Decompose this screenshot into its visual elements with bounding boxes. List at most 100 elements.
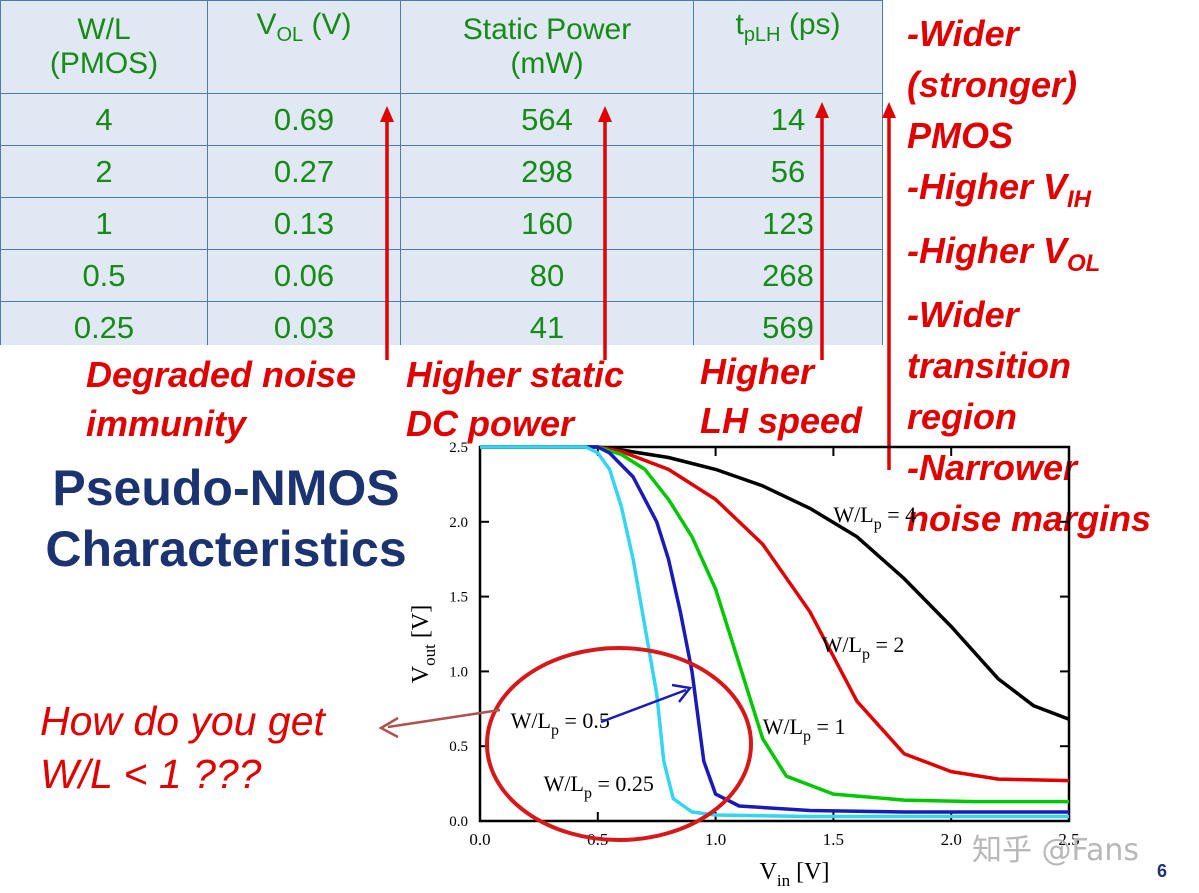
question-pointer-head (378, 716, 399, 739)
header-vol-pre: V (256, 8, 277, 41)
header-static-power: Static Power (mW) (400, 0, 694, 94)
table-cell: 0.06 (207, 249, 401, 302)
header-wl-line1: W/L (77, 13, 131, 46)
circle-highlight (485, 646, 753, 842)
series-line-4 (480, 445, 1069, 819)
title-line1: Pseudo-NMOS (52, 460, 400, 516)
x-tick-label: 1.0 (705, 830, 726, 849)
x-tick-label: 0.0 (469, 830, 490, 849)
table-row: 4 0.69 564 14 (0, 93, 883, 146)
table-cell: 160 (400, 197, 694, 250)
side-notes: -Wider (stronger) PMOS -Higher VIH -High… (907, 8, 1151, 544)
series-line-0 (480, 445, 1070, 721)
watermark: 知乎 @Fans (972, 833, 1140, 868)
series-line-1 (480, 445, 1070, 783)
page-title: Pseudo-NMOS Characteristics (26, 458, 426, 580)
header-tplh-post: (ps) (780, 8, 841, 41)
table-header-row: W/L (PMOS) VOL (V) Static Power (mW) tpLH … (0, 0, 883, 94)
power-line2: DC power (406, 403, 575, 444)
y-tick-label: 0.0 (449, 814, 468, 830)
series-label-0: W/Lp = 4 (833, 502, 916, 533)
series-label-pre: W/L (544, 771, 584, 796)
table-row: 1 0.13 160 123 (0, 197, 883, 250)
question-pointer (387, 708, 501, 729)
side-trans-3: region (907, 396, 1018, 438)
side-vol-sub: OL (1067, 250, 1101, 278)
table-cell: 80 (400, 249, 694, 302)
series-label-pre: W/L (763, 714, 803, 739)
series-label-post: = 0.25 (592, 771, 654, 796)
series-label-post: = 1 (811, 714, 845, 739)
y-tick-label: 0.5 (449, 739, 468, 755)
series-label-pre: W/L (833, 502, 873, 527)
series-line-3 (480, 445, 1069, 814)
question-line1: How do you get (40, 698, 325, 744)
side-trans-2: transition (907, 345, 1072, 387)
curve-pointer-head (671, 683, 693, 703)
question-line2: W/L < 1 ??? (40, 751, 262, 797)
side-trans-1: -Wider (907, 294, 1019, 336)
y-tick-label: 1.0 (449, 664, 468, 680)
series-label-2: W/Lp = 1 (763, 714, 846, 745)
side-wider-3: PMOS (907, 115, 1014, 156)
y-tick-label: 2.5 (449, 440, 468, 456)
y-tick-label: 2.0 (449, 515, 468, 531)
header-power-line2: (mW) (510, 47, 584, 80)
y-axis-label-unit: [V] (408, 605, 434, 644)
chart-series (480, 445, 1070, 819)
series-label-4: W/Lp = 0.25 (544, 771, 654, 802)
y-axis-label-sub: out (420, 644, 439, 666)
header-vol-post: (V) (303, 8, 352, 41)
x-axis-label-main: V (760, 859, 778, 885)
speed-line1: Higher (700, 351, 815, 392)
series-label-pre: W/L (511, 708, 551, 733)
y-tick-label: 1.5 (449, 590, 468, 606)
table-cell: 268 (693, 249, 883, 302)
series-label-3: W/Lp = 0.5 (511, 708, 610, 739)
chart-axes: 0.0 0.5 1.0 1.5 2.0 2.50.00.51.01.52.02.5Vin … (408, 440, 1080, 890)
table-cell: 298 (400, 145, 694, 198)
series-label-post: = 2 (870, 632, 904, 657)
characteristics-table: W/L (PMOS) VOL (V) Static Power (mW) tpLH … (0, 0, 883, 354)
table-cell: 564 (400, 93, 694, 146)
x-tick-label: 2.5 (1058, 830, 1079, 849)
arrow-side-head (882, 102, 896, 118)
series-line-2 (480, 445, 1069, 804)
arrow-power-head (598, 106, 612, 122)
plot-frame (478, 445, 1071, 823)
power-line1: Higher static (406, 354, 625, 395)
arrow-speed-head (815, 102, 829, 118)
table-cell: 4 (0, 93, 208, 146)
series-label-sub: p (862, 646, 870, 663)
series-label-sub: p (584, 785, 592, 802)
x-axis-label-sub: in (777, 871, 791, 890)
header-tplh-sub: pLH (743, 24, 781, 46)
arrow-noise-head (380, 106, 394, 122)
table-cell: 14 (693, 93, 883, 146)
title-line2: Characteristics (45, 521, 407, 577)
header-tplh: tpLH (ps) (693, 0, 883, 94)
x-tick-label: 1.5 (823, 830, 844, 849)
series-label-1: W/Lp = 2 (822, 632, 905, 663)
side-vol-pre: -Higher V (907, 230, 1068, 272)
x-axis-label-unit: [V] (790, 859, 829, 885)
table-row: 2 0.27 298 56 (0, 145, 883, 198)
header-wl: W/L (PMOS) (0, 0, 208, 94)
table-cell: 0.5 (0, 249, 208, 302)
x-axis-label: Vin [V] (760, 859, 830, 890)
header-vol-sub: OL (276, 24, 304, 46)
side-vih-pre: -Higher V (907, 166, 1068, 207)
header-wl-line2: (PMOS) (49, 47, 159, 80)
noise-immunity-note: Degraded noise immunity (86, 350, 356, 448)
x-tick-label: 2.0 (941, 830, 962, 849)
side-nm-2: noise margins (907, 498, 1152, 540)
noise-line1: Degraded noise (86, 354, 357, 395)
series-label-pre: W/L (822, 632, 862, 657)
series-label-sub: p (874, 516, 882, 533)
table-clip-cover (0, 345, 900, 365)
table-cell: 0.27 (207, 145, 401, 198)
curve-pointer (600, 688, 687, 724)
side-nm-1: -Narrower (907, 447, 1078, 489)
